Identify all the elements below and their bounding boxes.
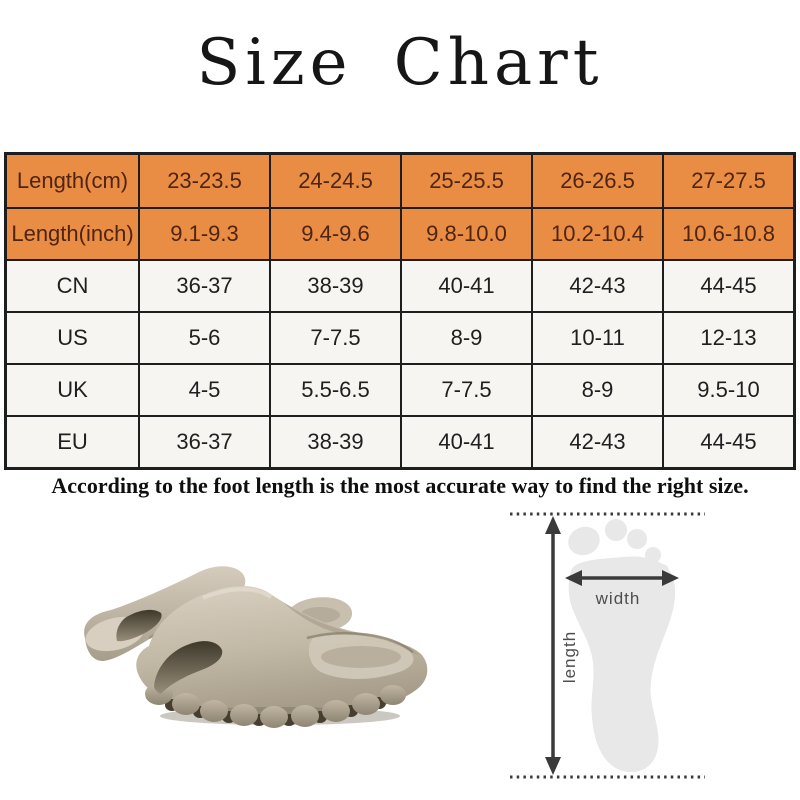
- table-row-us: US 5-6 7-7.5 8-9 10-11 12-13: [7, 311, 793, 363]
- size-cell: 25-25.5: [400, 155, 531, 207]
- size-cell: 36-37: [138, 261, 269, 311]
- size-cell: 9.8-10.0: [400, 209, 531, 259]
- size-cell: 5-6: [138, 313, 269, 363]
- table-row-length-inch: Length(inch) 9.1-9.3 9.4-9.6 9.8-10.0 10…: [7, 207, 793, 259]
- size-cell: 9.5-10: [662, 365, 793, 415]
- width-label: width: [595, 589, 641, 608]
- size-cell: 38-39: [269, 261, 400, 311]
- size-cell: 38-39: [269, 417, 400, 467]
- size-cell: 23-23.5: [138, 155, 269, 207]
- page-title: Size Chart: [196, 26, 604, 100]
- size-chart-table: Length(cm) 23-23.5 24-24.5 25-25.5 26-26…: [4, 152, 796, 470]
- table-row-eu: EU 36-37 38-39 40-41 42-43 44-45: [7, 415, 793, 467]
- size-cell: 4-5: [138, 365, 269, 415]
- foot-measure-diagram: width length: [510, 512, 705, 779]
- size-cell: 27-27.5: [662, 155, 793, 207]
- table-row-length-cm: Length(cm) 23-23.5 24-24.5 25-25.5 26-26…: [7, 155, 793, 207]
- size-cell: 10-11: [531, 313, 662, 363]
- size-cell: 7-7.5: [269, 313, 400, 363]
- row-header: EU: [57, 429, 88, 454]
- size-cell: 42-43: [531, 261, 662, 311]
- size-cell: 9.1-9.3: [138, 209, 269, 259]
- length-label: length: [560, 631, 579, 683]
- row-header: CN: [56, 273, 89, 298]
- footprint: [568, 519, 676, 773]
- size-cell: 10.6-10.8: [662, 209, 793, 259]
- size-cell: 36-37: [138, 417, 269, 467]
- sizing-note: According to the foot length is the most…: [51, 473, 749, 498]
- size-cell: 24-24.5: [269, 155, 400, 207]
- front-slipper: [136, 585, 428, 728]
- row-header: Length(cm): [16, 168, 129, 193]
- size-cell: 44-45: [662, 417, 793, 467]
- table-row-cn: CN 36-37 38-39 40-41 42-43 44-45: [7, 259, 793, 311]
- size-cell: 10.2-10.4: [531, 209, 662, 259]
- size-cell: 5.5-6.5: [269, 365, 400, 415]
- size-cell: 9.4-9.6: [269, 209, 400, 259]
- size-cell: 8-9: [531, 365, 662, 415]
- row-header: US: [57, 325, 88, 350]
- size-cell: 40-41: [400, 417, 531, 467]
- size-cell: 8-9: [400, 313, 531, 363]
- row-header: Length(inch): [11, 221, 134, 246]
- size-cell: 7-7.5: [400, 365, 531, 415]
- size-cell: 44-45: [662, 261, 793, 311]
- length-boundary-lines: [510, 512, 705, 779]
- size-cell: 26-26.5: [531, 155, 662, 207]
- size-cell: 42-43: [531, 417, 662, 467]
- width-arrow: [565, 570, 679, 586]
- size-cell: 40-41: [400, 261, 531, 311]
- size-cell: 12-13: [662, 313, 793, 363]
- slippers-image: [84, 566, 428, 728]
- table-row-uk: UK 4-5 5.5-6.5 7-7.5 8-9 9.5-10: [7, 363, 793, 415]
- row-header: UK: [57, 377, 88, 402]
- length-arrow: [545, 516, 561, 775]
